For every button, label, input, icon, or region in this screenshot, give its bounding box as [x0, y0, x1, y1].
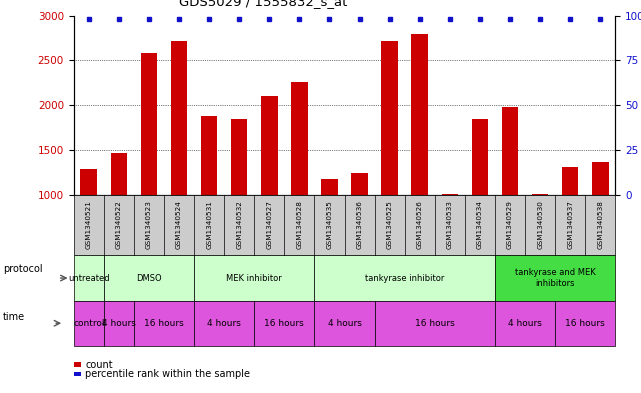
Text: tankyrase and MEK
inhibitors: tankyrase and MEK inhibitors [515, 268, 595, 288]
Bar [592, 162, 608, 284]
Bar [351, 173, 368, 284]
Text: untreated: untreated [68, 274, 110, 283]
Text: 4 hours: 4 hours [102, 319, 136, 328]
Bar [231, 119, 247, 284]
Text: control: control [73, 319, 104, 328]
Text: 4 hours: 4 hours [207, 319, 241, 328]
Bar [111, 152, 127, 284]
Text: GSM1340529: GSM1340529 [507, 200, 513, 250]
Bar [81, 169, 97, 284]
Text: GDS5029 / 1555832_s_at: GDS5029 / 1555832_s_at [179, 0, 347, 8]
Bar [472, 119, 488, 284]
Text: 16 hours: 16 hours [144, 319, 184, 328]
Bar [502, 107, 519, 284]
Bar [261, 96, 278, 284]
Text: GSM1340525: GSM1340525 [387, 200, 393, 250]
Text: GSM1340523: GSM1340523 [146, 200, 152, 250]
Text: 4 hours: 4 hours [328, 319, 362, 328]
Text: percentile rank within the sample: percentile rank within the sample [85, 369, 250, 379]
Bar [381, 41, 398, 284]
Bar [201, 116, 217, 284]
Text: time: time [3, 312, 26, 322]
Text: GSM1340524: GSM1340524 [176, 200, 182, 250]
Text: GSM1340536: GSM1340536 [356, 200, 363, 250]
Text: 4 hours: 4 hours [508, 319, 542, 328]
Text: GSM1340532: GSM1340532 [237, 200, 242, 250]
Text: GSM1340530: GSM1340530 [537, 200, 543, 250]
Text: GSM1340534: GSM1340534 [477, 200, 483, 250]
Text: GSM1340522: GSM1340522 [116, 200, 122, 250]
Text: GSM1340537: GSM1340537 [567, 200, 573, 250]
Text: tankyrase inhibitor: tankyrase inhibitor [365, 274, 444, 283]
Bar [442, 194, 458, 284]
Text: 16 hours: 16 hours [415, 319, 454, 328]
Bar [562, 167, 578, 284]
Text: GSM1340535: GSM1340535 [326, 200, 333, 250]
Text: DMSO: DMSO [136, 274, 162, 283]
Text: MEK inhibitor: MEK inhibitor [226, 274, 282, 283]
Text: GSM1340526: GSM1340526 [417, 200, 423, 250]
Text: GSM1340531: GSM1340531 [206, 200, 212, 250]
Text: 16 hours: 16 hours [265, 319, 304, 328]
Bar [171, 41, 187, 284]
Bar [291, 82, 308, 284]
Text: GSM1340527: GSM1340527 [266, 200, 272, 250]
Bar [140, 53, 157, 284]
Text: GSM1340528: GSM1340528 [296, 200, 303, 250]
Text: GSM1340521: GSM1340521 [86, 200, 92, 250]
Text: protocol: protocol [3, 264, 43, 274]
Bar [532, 194, 549, 284]
Bar [321, 179, 338, 284]
Text: count: count [85, 360, 113, 370]
Bar [412, 34, 428, 284]
Text: GSM1340533: GSM1340533 [447, 200, 453, 250]
Text: 16 hours: 16 hours [565, 319, 605, 328]
Text: GSM1340538: GSM1340538 [597, 200, 603, 250]
